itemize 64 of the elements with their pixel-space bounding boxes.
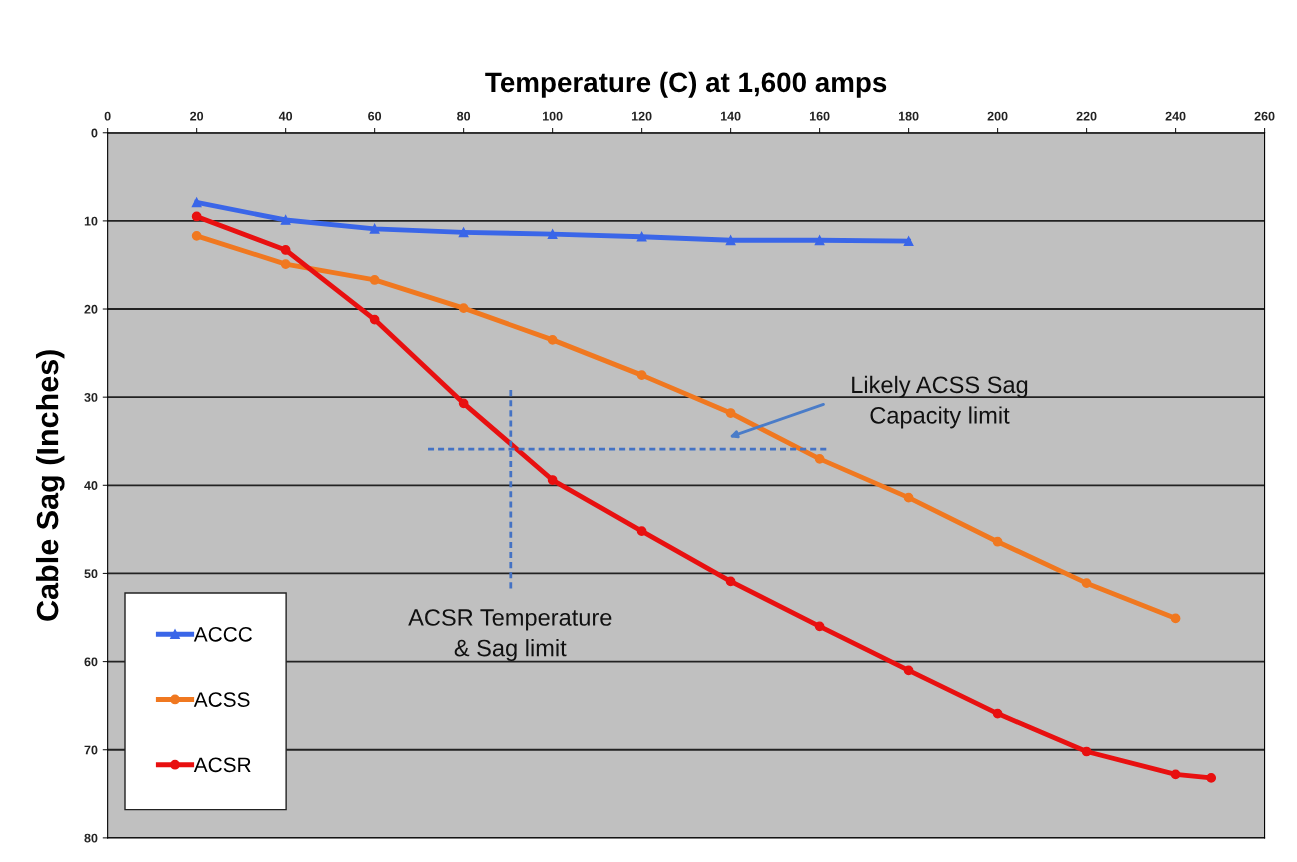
point	[1081, 578, 1092, 589]
x-tick-label: 160	[809, 111, 830, 121]
x-tick-label: 40	[278, 111, 293, 121]
point	[369, 314, 380, 325]
y-tick-label: 0	[91, 128, 98, 138]
annotation: Likely ACSS Sag Capacity limit	[852, 375, 1028, 429]
point	[458, 398, 469, 409]
point	[992, 536, 1003, 547]
point	[814, 235, 825, 246]
point	[636, 231, 647, 242]
x-tick-label: 120	[631, 111, 652, 121]
point	[725, 576, 736, 587]
x-tick-label: 220	[1076, 111, 1097, 121]
annotation: ACSR Temperature & Sag limit	[408, 609, 612, 662]
point	[725, 408, 736, 418]
point	[1206, 773, 1217, 783]
point	[814, 454, 825, 464]
legend-label: ACSR	[193, 757, 251, 773]
point	[903, 492, 914, 503]
point	[369, 223, 380, 234]
legend-label: ACSS	[193, 692, 250, 707]
point	[903, 665, 914, 676]
point	[280, 215, 291, 225]
y-tick-label: 80	[84, 833, 98, 843]
point	[280, 259, 291, 269]
x-tick-label: 0	[104, 111, 111, 121]
y-tick-label: 20	[84, 304, 98, 314]
point	[547, 475, 558, 485]
x-tick-label: 140	[720, 111, 741, 121]
y-tick-label: 50	[84, 569, 98, 579]
point	[1170, 613, 1181, 624]
point	[636, 526, 647, 537]
y-tick-label: 30	[84, 392, 98, 402]
point	[725, 235, 736, 246]
y-tick-label: 40	[84, 481, 98, 490]
y-tick-label: 60	[84, 657, 98, 667]
point	[814, 621, 825, 632]
x-tick-label: 260	[1254, 111, 1275, 121]
point	[458, 303, 469, 314]
y-tick-label: 70	[84, 745, 98, 755]
point	[636, 370, 647, 380]
point	[191, 231, 202, 241]
x-tick-label: 180	[898, 111, 919, 121]
legend-label: ACCC	[193, 626, 252, 642]
point	[547, 335, 558, 345]
point	[280, 245, 291, 255]
x-tick-label: 100	[542, 111, 563, 121]
point	[369, 275, 380, 285]
point	[1170, 769, 1181, 780]
y-tick-label: 10	[84, 216, 98, 226]
x-tick-label: 20	[190, 111, 204, 121]
x-tick-label: 60	[368, 111, 382, 121]
x-tick-label: 80	[457, 111, 471, 121]
point	[547, 229, 558, 239]
x-axis-title: Temperature (C) at 1,600 amps	[485, 71, 887, 98]
point	[191, 197, 202, 208]
point	[458, 227, 469, 238]
point	[992, 708, 1003, 719]
point	[1081, 746, 1092, 757]
x-tick-label: 240	[1165, 111, 1186, 121]
point	[191, 211, 202, 222]
y-axis-title: Cable Sag (Inches)	[35, 350, 65, 621]
point	[903, 236, 914, 247]
x-tick-label: 200	[987, 111, 1008, 121]
